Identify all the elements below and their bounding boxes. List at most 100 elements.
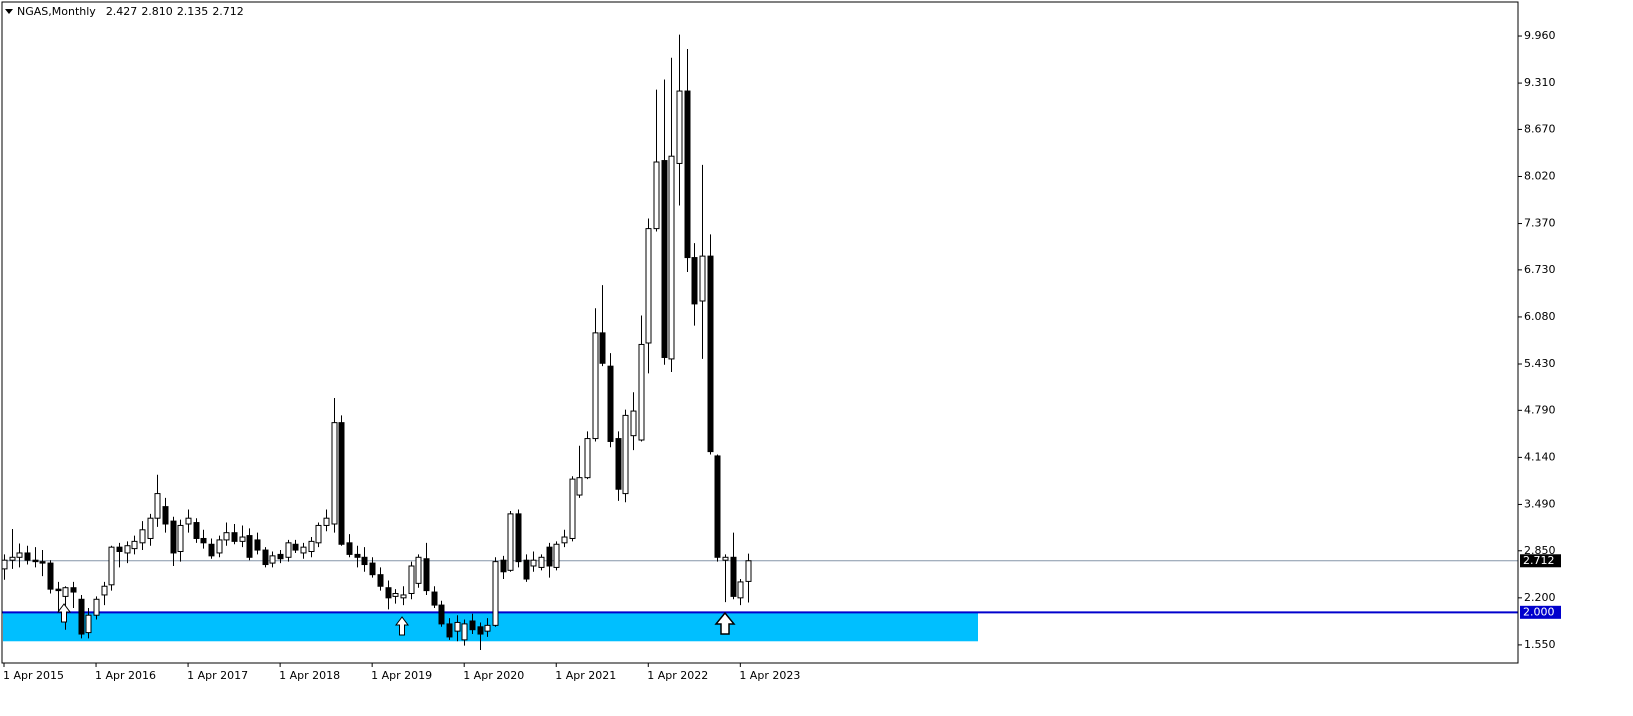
candle-body bbox=[392, 592, 399, 597]
candle-body bbox=[292, 543, 299, 551]
candle-body bbox=[607, 365, 614, 442]
header: NGAS,Monthly 2.427 2.810 2.135 2.712 bbox=[17, 5, 244, 18]
candle-body bbox=[446, 623, 453, 638]
candle-body bbox=[323, 517, 330, 526]
candle-body bbox=[714, 455, 721, 558]
candle-body bbox=[62, 587, 69, 597]
candle-body bbox=[523, 559, 530, 580]
candle-body bbox=[385, 587, 392, 599]
x-tick-label: 1 Apr 2021 bbox=[555, 669, 616, 682]
candle-body bbox=[584, 438, 591, 479]
candle-body bbox=[239, 536, 246, 542]
candle-body bbox=[85, 614, 92, 634]
candle-body bbox=[431, 591, 438, 606]
candle-body bbox=[369, 562, 376, 576]
candle-body bbox=[737, 581, 744, 599]
candle-body bbox=[515, 513, 522, 563]
candle-body bbox=[47, 562, 54, 590]
y-tick-label: 1.550 bbox=[1524, 638, 1556, 651]
candle-body bbox=[638, 343, 645, 441]
candle-body bbox=[477, 626, 484, 635]
candle-body bbox=[93, 598, 100, 616]
y-tick-label: 9.960 bbox=[1524, 29, 1556, 42]
candle-body bbox=[346, 542, 353, 555]
candle-body bbox=[645, 228, 652, 344]
candle-body bbox=[162, 506, 169, 525]
header-value: 2.810 bbox=[141, 5, 173, 18]
candle-body bbox=[691, 257, 698, 305]
candle-body bbox=[300, 546, 307, 554]
candle-body bbox=[408, 565, 415, 594]
candle-body bbox=[177, 524, 184, 553]
candle-body bbox=[308, 540, 315, 553]
candle-body bbox=[147, 517, 154, 539]
x-tick-label: 1 Apr 2016 bbox=[95, 669, 156, 682]
candle-body bbox=[208, 543, 215, 557]
candle-body bbox=[569, 478, 576, 539]
candle-body bbox=[615, 438, 622, 490]
candle-body bbox=[170, 520, 177, 554]
candle-body bbox=[653, 161, 660, 230]
candle-body bbox=[124, 545, 131, 554]
candle-body bbox=[24, 552, 31, 561]
candle-body bbox=[216, 539, 223, 554]
x-tick-label: 1 Apr 2018 bbox=[279, 669, 340, 682]
candle-body bbox=[661, 160, 668, 358]
candle-body bbox=[70, 587, 77, 593]
arrows bbox=[57, 603, 736, 636]
candle-body bbox=[185, 517, 192, 525]
candle-body bbox=[361, 556, 368, 566]
candle-body bbox=[469, 620, 476, 631]
level-label: 2.000 bbox=[1523, 605, 1555, 618]
candle-body bbox=[676, 90, 683, 164]
x-tick-label: 1 Apr 2020 bbox=[463, 669, 524, 682]
candle-body bbox=[377, 574, 384, 587]
header-value: 2.135 bbox=[177, 5, 209, 18]
candle-body bbox=[423, 558, 430, 592]
candle-body bbox=[745, 560, 752, 582]
candle-body bbox=[400, 594, 407, 599]
candle-body bbox=[500, 559, 507, 573]
x-tick-label: 1 Apr 2015 bbox=[3, 669, 64, 682]
arrow-annotation bbox=[57, 603, 71, 623]
y-tick-label: 4.140 bbox=[1524, 450, 1556, 463]
candle-body bbox=[32, 559, 39, 563]
candle-body bbox=[1, 559, 8, 570]
candle-body bbox=[592, 332, 599, 440]
y-tick-label: 9.310 bbox=[1524, 76, 1556, 89]
candle-body bbox=[269, 555, 276, 564]
candle-body bbox=[530, 559, 537, 567]
menu-triangle[interactable] bbox=[5, 9, 13, 14]
candle-body bbox=[354, 553, 361, 558]
y-tick-label: 2.200 bbox=[1524, 591, 1556, 604]
candle-body bbox=[730, 556, 737, 597]
plot-frame bbox=[1, 1, 1519, 664]
candle-body bbox=[9, 556, 16, 561]
arrow-annotation bbox=[395, 616, 409, 636]
y-tick-label: 8.020 bbox=[1524, 169, 1556, 182]
candle-body bbox=[561, 536, 568, 544]
candle-body bbox=[599, 332, 606, 364]
candle-body bbox=[16, 552, 23, 558]
y-tick-label: 4.790 bbox=[1524, 403, 1556, 416]
candle-body bbox=[415, 556, 422, 584]
candle-body bbox=[630, 410, 637, 437]
candle-body bbox=[538, 556, 545, 568]
x-tick-label: 1 Apr 2023 bbox=[739, 669, 800, 682]
candle-body bbox=[331, 422, 338, 525]
candle-body bbox=[461, 623, 468, 641]
y-tick-label: 5.430 bbox=[1524, 357, 1556, 370]
candle-body bbox=[39, 561, 46, 564]
y-tick-label: 3.490 bbox=[1524, 497, 1556, 510]
candle-body bbox=[507, 513, 514, 571]
candle-body bbox=[108, 546, 115, 586]
candle-body bbox=[492, 561, 499, 626]
candle-body bbox=[285, 542, 292, 558]
candle-body bbox=[576, 477, 583, 496]
candle-body bbox=[154, 493, 161, 519]
candle-body bbox=[315, 524, 322, 544]
x-tick-label: 1 Apr 2017 bbox=[187, 669, 248, 682]
header-value: 2.427 bbox=[106, 5, 138, 18]
candle-body bbox=[553, 543, 560, 568]
